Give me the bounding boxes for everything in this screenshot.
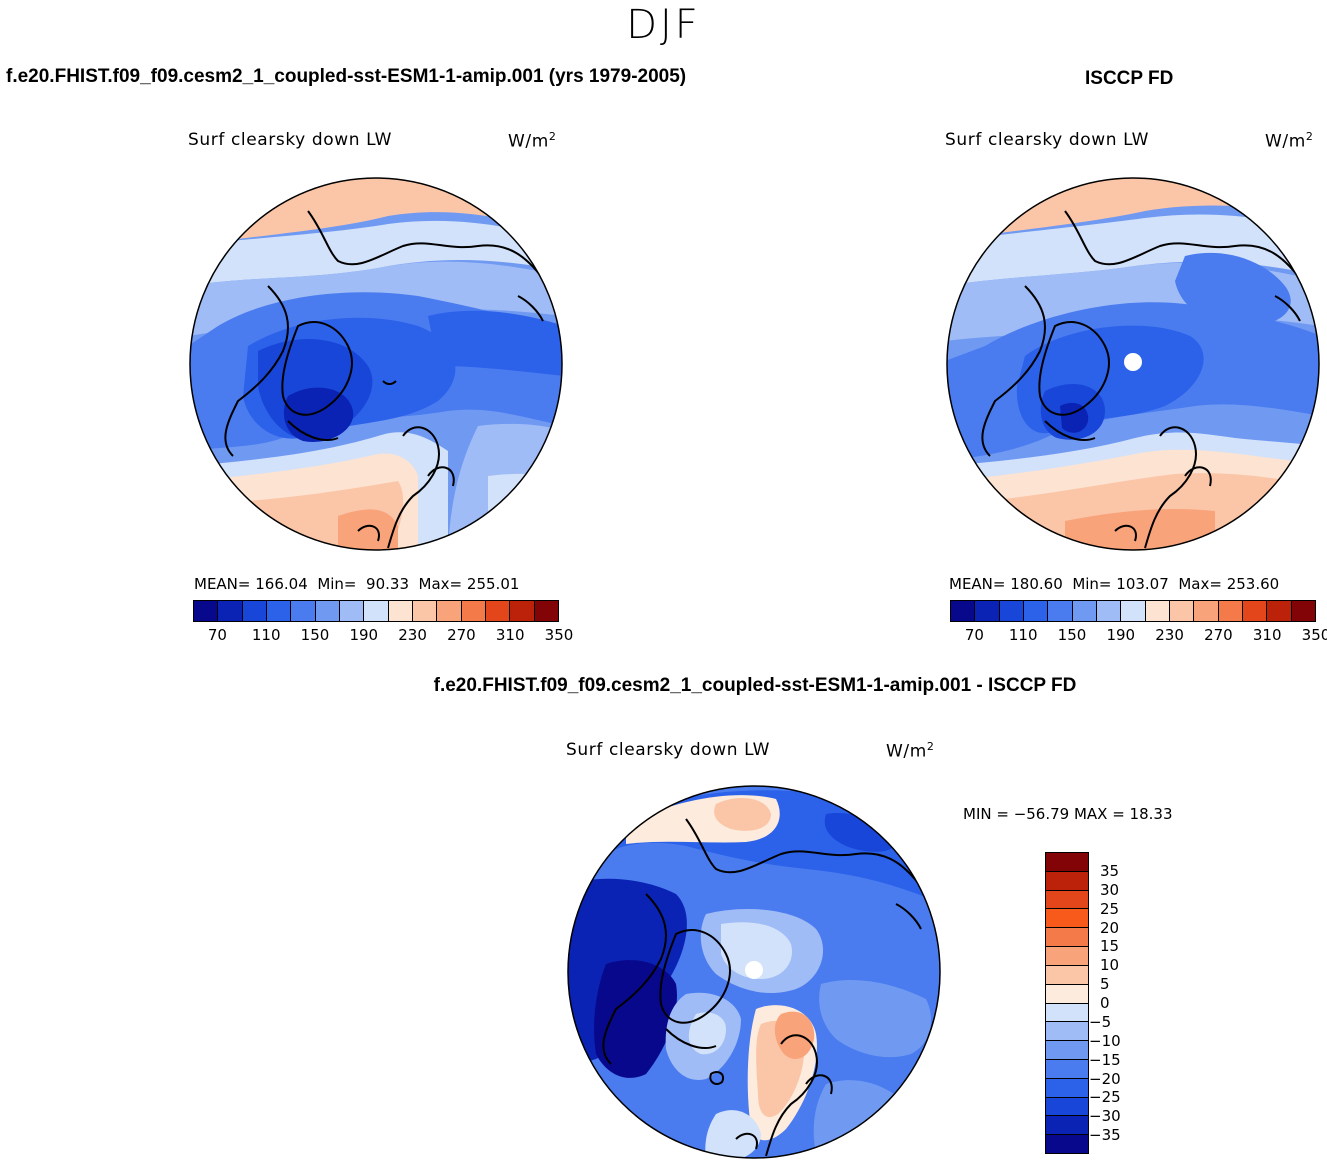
colorbar-swatch — [1046, 890, 1088, 910]
colorbar-swatch — [1046, 947, 1088, 966]
panel-title-diff: f.e20.FHIST.f09_f09.cesm2_1_coupled-sst-… — [433, 675, 1077, 696]
colorbar-tick-label: −25 — [1089, 1088, 1121, 1107]
colorbar-swatch — [1145, 601, 1170, 621]
colorbar-swatch — [315, 601, 340, 621]
colorbar-swatch — [1046, 1041, 1088, 1060]
colorbar-swatch — [1046, 909, 1088, 929]
colorbar-obs — [950, 600, 1316, 622]
colorbar-tick-label: −10 — [1089, 1031, 1121, 1050]
colorbar-swatch — [218, 601, 243, 621]
colorbar-tick-label: 5 — [1100, 975, 1110, 994]
colorbar-tick-label: 110 — [1008, 626, 1038, 644]
colorbar-swatch — [437, 601, 462, 621]
colorbar-swatch — [1046, 1078, 1088, 1098]
colorbar-tick-label: 70 — [207, 626, 227, 644]
colorbar-swatch — [1046, 984, 1088, 1004]
colorbar-swatch — [1218, 601, 1243, 621]
colorbar-tick-label: 0 — [1100, 994, 1110, 1012]
colorbar-swatch — [1046, 928, 1088, 948]
colorbar-swatch — [1121, 601, 1146, 621]
colorbar-tick-label: 150 — [300, 626, 330, 644]
colorbar-swatch — [339, 601, 365, 621]
colorbar-swatch — [1046, 1059, 1088, 1079]
colorbar-tick-label: 310 — [495, 626, 525, 644]
colorbar-swatch — [194, 601, 219, 621]
colorbar-tick-label: 30 — [1100, 880, 1120, 899]
colorbar-swatch — [1046, 1116, 1088, 1136]
polar-map-diff — [567, 785, 941, 1159]
polar-map-obs — [946, 177, 1320, 551]
colorbar-diff — [1045, 852, 1089, 1154]
colorbar-tick-label: 190 — [1106, 626, 1136, 644]
colorbar-swatch — [1046, 1135, 1088, 1153]
colorbar-swatch — [364, 601, 389, 621]
colorbar-swatch — [1046, 853, 1088, 872]
figure-title: DJF — [626, 2, 701, 48]
colorbar-tick-label: 230 — [1155, 626, 1184, 644]
stats-obs: MEAN= 180.60 Min= 103.07 Max= 253.60 — [949, 575, 1280, 593]
variable-label-diff: Surf clearsky down LW — [566, 740, 771, 760]
variable-label-model: Surf clearsky down LW — [188, 130, 393, 150]
colorbar-swatch — [951, 601, 976, 621]
colorbar-swatch — [1096, 601, 1122, 621]
units-label-diff: W/m2 — [886, 740, 935, 762]
panel-title-model: f.e20.FHIST.f09_f09.cesm2_1_coupled-sst-… — [6, 66, 687, 87]
colorbar-swatch — [1072, 601, 1097, 621]
colorbar-swatch — [534, 601, 558, 621]
colorbar-swatch — [1046, 1022, 1088, 1042]
colorbar-swatch — [412, 601, 438, 621]
colorbar-tick-label: 10 — [1100, 956, 1120, 975]
colorbar-tick-label: 230 — [398, 626, 427, 644]
colorbar-ticks-diff: 35 30 25 20 15 10 5 0 −5 −10 −15 −20 −25 −30 −35 — [1089, 852, 1154, 1152]
colorbar-swatch — [1267, 601, 1292, 621]
panel-title-obs: ISCCP FD — [1085, 68, 1174, 89]
colorbar-tick-label: −5 — [1089, 1012, 1112, 1031]
colorbar-tick-label: −20 — [1089, 1069, 1121, 1088]
colorbar-swatch — [1242, 601, 1268, 621]
variable-label-obs: Surf clearsky down LW — [945, 130, 1150, 150]
colorbar-swatch — [1291, 601, 1315, 621]
colorbar-swatch — [485, 601, 511, 621]
polar-map-model — [189, 177, 563, 551]
colorbar-swatch — [975, 601, 1000, 621]
colorbar-swatch — [999, 601, 1024, 621]
colorbar-swatch — [1046, 965, 1088, 985]
colorbar-swatch — [1169, 601, 1195, 621]
stats-model: MEAN= 166.04 Min= 90.33 Max= 255.01 — [194, 575, 520, 593]
colorbar-swatch — [1046, 1097, 1088, 1117]
colorbar-ticks-model: 70 110 150 190 230 270 310 350 — [193, 626, 573, 646]
colorbar-tick-label: 350 — [1301, 626, 1327, 644]
colorbar-swatch — [291, 601, 316, 621]
colorbar-swatch — [1194, 601, 1219, 621]
colorbar-ticks-obs: 70 110 150 190 230 270 310 350 — [950, 626, 1327, 646]
colorbar-swatch — [1046, 1003, 1088, 1023]
colorbar-tick-label: 270 — [1204, 626, 1233, 644]
colorbar-swatch — [510, 601, 535, 621]
colorbar-tick-label: 20 — [1100, 918, 1120, 937]
colorbar-swatch — [1048, 601, 1073, 621]
colorbar-swatch — [1046, 871, 1088, 891]
units-label-obs: W/m2 — [1265, 130, 1314, 152]
colorbar-tick-label: 190 — [349, 626, 379, 644]
colorbar-swatch — [1023, 601, 1049, 621]
colorbar-swatch — [242, 601, 267, 621]
colorbar-tick-label: −15 — [1089, 1050, 1121, 1069]
colorbar-tick-label: 110 — [251, 626, 281, 644]
colorbar-tick-label: 15 — [1100, 937, 1120, 956]
colorbar-tick-label: 25 — [1100, 899, 1120, 918]
colorbar-tick-label: 150 — [1057, 626, 1087, 644]
colorbar-tick-label: 70 — [964, 626, 984, 644]
colorbar-model — [193, 600, 559, 622]
colorbar-tick-label: −35 — [1089, 1126, 1121, 1145]
units-label-model: W/m2 — [508, 130, 557, 152]
colorbar-tick-label: 310 — [1252, 626, 1282, 644]
colorbar-tick-label: −30 — [1089, 1107, 1121, 1126]
stats-diff: MIN = −56.79 MAX = 18.33 — [963, 805, 1173, 823]
colorbar-tick-label: 35 — [1100, 861, 1120, 880]
colorbar-tick-label: 350 — [544, 626, 574, 644]
colorbar-swatch — [388, 601, 413, 621]
colorbar-swatch — [266, 601, 292, 621]
colorbar-swatch — [461, 601, 486, 621]
colorbar-tick-label: 270 — [447, 626, 476, 644]
